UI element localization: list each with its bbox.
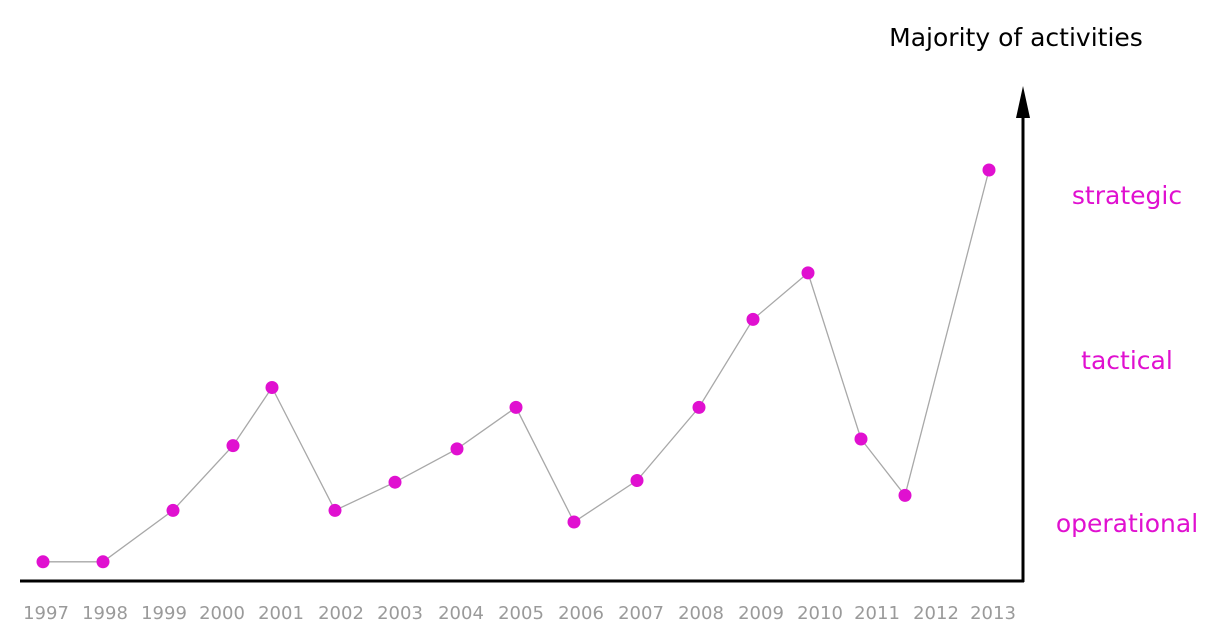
x-tick-label: 2007 [618,603,664,624]
x-tick-labels: 1997 1998 1999 2000 2001 2002 2003 2004 2005 2006… [23,603,1016,624]
data-point-2008 [692,400,706,414]
y-level-labels: operational tactical strategic [1056,181,1198,538]
x-tick-label: 2008 [678,603,724,624]
x-tick-label: 1998 [82,603,128,624]
x-tick-label: 2001 [258,603,304,624]
x-tick-label: 2004 [438,603,484,624]
x-tick-label: 2002 [318,603,364,624]
data-point-2003 [388,475,402,489]
y-level-label-operational: operational [1056,509,1198,538]
data-point-2006 [567,515,581,529]
data-point-2010 [801,266,815,280]
x-tick-label: 2009 [738,603,784,624]
data-point-2012 [898,488,912,502]
data-point-2001 [265,381,279,394]
x-tick-label: 1997 [23,603,69,624]
y-axis-arrow [1016,86,1030,118]
x-tick-label: 2012 [913,603,959,624]
series-line [43,169,990,563]
data-point-2004 [450,442,464,456]
x-tick-label: 2010 [797,603,843,624]
x-tick-label: 2011 [854,603,900,624]
data-point-2011 [854,432,868,446]
data-point-2009 [746,312,760,326]
data-point-2000 [226,439,240,453]
x-tick-label: 2000 [199,603,245,624]
y-level-label-strategic: strategic [1072,181,1182,210]
data-point-1997 [36,555,50,569]
data-point-2013 [982,163,996,177]
y-axis-title: Majority of activities [889,23,1143,52]
data-point-2002 [328,503,342,517]
x-tick-label: 1999 [141,603,187,624]
series-layer [36,163,996,569]
y-level-label-tactical: tactical [1081,346,1173,375]
data-point-1999 [166,503,180,517]
x-tick-label: 2005 [498,603,544,624]
data-point-1998 [96,555,110,569]
x-tick-label: 2013 [970,603,1016,624]
x-tick-label: 2003 [377,603,423,624]
data-point-2005 [509,400,523,414]
x-tick-label: 2006 [558,603,604,624]
data-point-2007 [630,474,644,487]
